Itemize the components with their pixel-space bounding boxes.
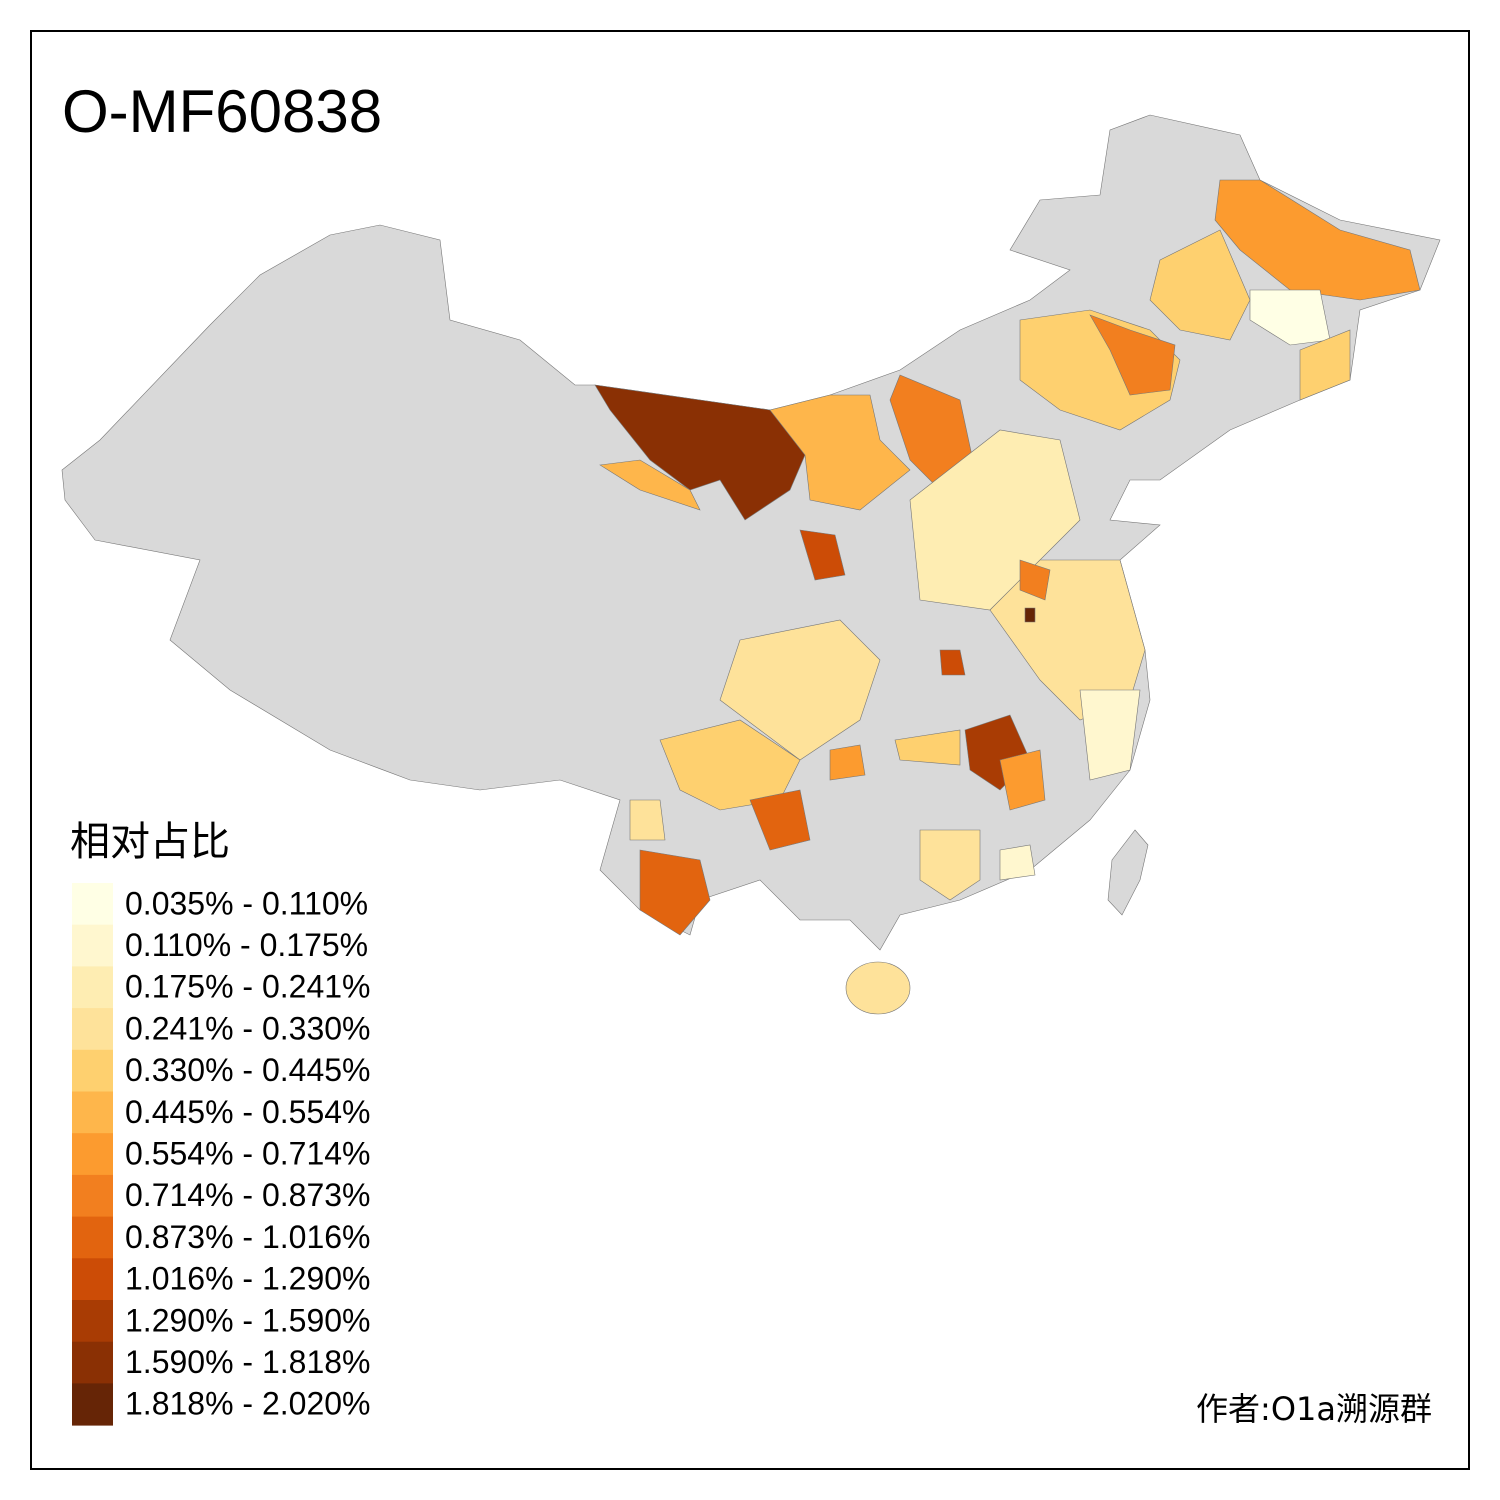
- legend-swatch: [72, 1049, 113, 1092]
- legend-label: 1.590% - 1.818%: [125, 1344, 371, 1380]
- legend-swatch: [72, 1383, 113, 1426]
- legend-swatch: [72, 966, 113, 1009]
- legend: 0.035% - 0.110% 0.110% - 0.175% 0.175% - 0…: [72, 883, 371, 1426]
- legend-label: 0.714% - 0.873%: [125, 1177, 371, 1213]
- map-title: O-MF60838: [62, 78, 382, 145]
- map: [61, 114, 1441, 1015]
- legend-swatch: [72, 1008, 113, 1051]
- region: [1149, 229, 1251, 341]
- region: [999, 844, 1036, 881]
- region: [1214, 179, 1421, 301]
- legend-label: 0.241% - 0.330%: [125, 1010, 371, 1046]
- region: [939, 649, 966, 676]
- legend-swatch: [72, 1133, 113, 1176]
- legend-swatch: [72, 1300, 113, 1343]
- legend-title: 相对占比: [70, 819, 230, 865]
- region: [894, 729, 961, 766]
- region: [799, 529, 846, 581]
- legend-swatch: [72, 1341, 113, 1384]
- region: [719, 619, 881, 761]
- legend-swatch: [72, 1258, 113, 1301]
- region: [829, 744, 866, 781]
- legend-swatch: [72, 883, 113, 926]
- legend-swatch: [72, 1216, 113, 1259]
- legend-swatch: [72, 1174, 113, 1218]
- legend-label: 0.175% - 0.241%: [125, 969, 371, 1005]
- region: [769, 394, 911, 511]
- hainan: [845, 961, 911, 1015]
- legend-label: 0.330% - 0.445%: [125, 1052, 371, 1088]
- legend-label: 0.110% - 0.175%: [125, 927, 368, 963]
- legend-label: 0.035% - 0.110%: [125, 885, 368, 921]
- region: [1089, 314, 1176, 396]
- legend-label: 0.873% - 1.016%: [125, 1219, 371, 1255]
- region: [919, 829, 981, 901]
- region: [1249, 289, 1331, 346]
- region: [999, 749, 1046, 811]
- region: [909, 429, 1081, 611]
- taiwan: [1107, 829, 1149, 916]
- legend-label: 1.290% - 1.590%: [125, 1302, 371, 1338]
- legend-label: 0.445% - 0.554%: [125, 1094, 371, 1130]
- region: [1299, 329, 1351, 401]
- region: [1079, 689, 1141, 781]
- region: [1019, 559, 1051, 601]
- legend-label: 1.016% - 1.290%: [125, 1261, 371, 1297]
- region: [599, 459, 701, 511]
- region: [594, 384, 806, 521]
- legend-label: 0.554% - 0.714%: [125, 1136, 371, 1172]
- region: [629, 799, 666, 841]
- region: [989, 559, 1146, 721]
- legend-swatch: [72, 1091, 113, 1134]
- legend-swatch: [72, 924, 113, 967]
- legend-label: 1.818% - 2.020%: [125, 1386, 371, 1422]
- author-credit: 作者:O1a溯源群: [1196, 1390, 1432, 1428]
- region: [749, 789, 811, 851]
- region: [1024, 607, 1036, 623]
- region: [639, 849, 711, 936]
